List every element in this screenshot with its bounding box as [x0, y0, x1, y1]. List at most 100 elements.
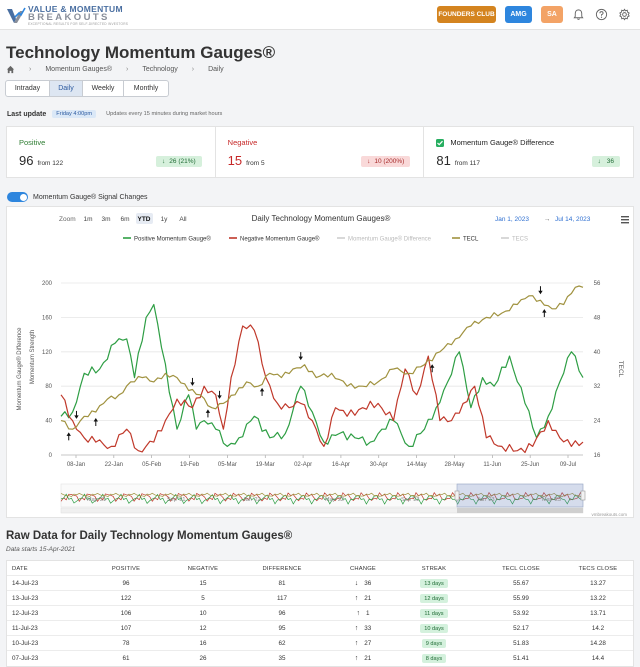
difference-from: from 117	[454, 160, 480, 167]
tab-monthly[interactable]: Monthly	[133, 85, 159, 92]
site-logo[interactable]: VALUE & MOMENTUM BREAKOUTS EXCEPTIONAL R…	[6, 4, 138, 26]
streak-badge: 10 days	[420, 624, 448, 633]
signal-changes-toggle[interactable]	[7, 192, 28, 202]
navigator-handle-right[interactable]	[580, 490, 586, 501]
zoom-1m-button[interactable]: 1m	[83, 216, 92, 223]
cell-tecl-close: 55.67	[513, 580, 529, 587]
arrow-up-icon: ↑	[354, 595, 359, 602]
series-line-negative[interactable]	[60, 324, 584, 454]
col-tecs-close[interactable]: TECS CLOSE	[578, 565, 618, 572]
left-axis-tick: 200	[42, 281, 53, 287]
navigator-label: Jan '22	[243, 497, 261, 503]
breadcrumb: › Momentum Gauges® › Technology › Daily	[6, 64, 224, 74]
zoom-6m-button[interactable]: 6m	[120, 216, 129, 223]
logo-line2: BREAKOUTS	[28, 12, 110, 23]
last-update-row: Last update Friday 4:00pm Updates every …	[7, 109, 222, 119]
col-change[interactable]: CHANGE	[349, 565, 376, 572]
signal-down-arrow-head	[74, 415, 79, 419]
user-avatar[interactable]: SA	[541, 6, 563, 23]
legend-item[interactable]: Negative Momentum Gauge®	[240, 236, 320, 243]
cell-change: ↑ 27	[343, 636, 383, 651]
cell-streak: 11 days	[412, 606, 456, 621]
bell-icon[interactable]	[572, 8, 585, 21]
negative-change-value: 10 (200%)	[374, 158, 405, 165]
navigator-handle-left[interactable]	[454, 490, 460, 501]
series-line-tecl[interactable]	[60, 285, 584, 430]
legend-item[interactable]: Momentum Gauge® Difference	[348, 236, 432, 243]
navigator-selection[interactable]	[456, 483, 584, 508]
positive-change-badge: ↓ 26 (21%)	[156, 156, 202, 167]
x-axis-tick: 02-Apr	[294, 462, 312, 468]
left-axis-label-inner: Momentum Strength	[30, 330, 36, 384]
cell-positive: 106	[120, 610, 132, 617]
col-date[interactable]: DATE	[12, 565, 28, 572]
check-icon	[437, 140, 444, 146]
home-icon[interactable]	[6, 65, 15, 74]
series-line-positive[interactable]	[60, 303, 584, 447]
menu-icon-bar[interactable]	[621, 216, 629, 218]
chart-title: Daily Technology Momentum Gauges®	[252, 214, 391, 223]
menu-icon-bar[interactable]	[621, 222, 629, 224]
cell-date: 07-Jul-23	[12, 655, 39, 662]
cell-difference: 62	[278, 640, 286, 647]
cell-change-value: 1	[365, 610, 370, 617]
cell-tecl-close: 52.17	[513, 625, 529, 632]
legend-item[interactable]: TECS	[512, 237, 528, 243]
legend-item[interactable]: Positive Momentum Gauge®	[134, 236, 211, 243]
right-axis-tick: 40	[594, 350, 601, 356]
tab-intraday[interactable]: Intraday	[6, 81, 50, 96]
cell-change-value: 36	[364, 580, 372, 587]
breadcrumb-technology[interactable]: Technology	[142, 65, 178, 73]
cell-positive: 61	[122, 655, 130, 662]
cell-negative: 15	[199, 580, 207, 587]
col-tecl-close[interactable]: TECL CLOSE	[502, 565, 540, 572]
amg-button[interactable]: AMG	[505, 6, 532, 23]
breadcrumb-momentum-gauges[interactable]: Momentum Gauges®	[45, 65, 112, 73]
cell-tecl-close: 51.83	[513, 640, 529, 647]
cell-change: ↑ 1	[343, 606, 383, 621]
difference-change-badge: ↓ 36	[591, 156, 621, 167]
zoom-1y-button[interactable]: 1y	[161, 216, 169, 223]
navigator-label: May '21	[87, 497, 106, 503]
navigator-label: Sep '22	[401, 497, 419, 503]
cell-streak: 9 days	[412, 636, 456, 651]
difference-checkbox[interactable]	[436, 138, 445, 147]
col-difference[interactable]: DIFFERENCE	[262, 565, 302, 572]
x-axis-tick: 05-Feb	[142, 462, 162, 468]
menu-icon-bar[interactable]	[621, 219, 629, 221]
cell-negative: 10	[199, 610, 207, 617]
tab-weekly[interactable]: Weekly	[83, 81, 124, 96]
navigator-label: May '23	[542, 497, 561, 503]
raw-data-title: Raw Data for Daily Technology Momentum G…	[6, 530, 293, 542]
last-update-label: Last update	[7, 110, 47, 118]
col-streak[interactable]: STREAK	[421, 565, 447, 572]
signal-up-arrow-head	[430, 364, 435, 368]
left-axis-label-outer: Momentum Gauge® Difference	[16, 327, 23, 411]
legend-item[interactable]: TECL	[463, 237, 479, 243]
founders-club-button[interactable]: FOUNDERS CLUB	[437, 6, 496, 23]
help-icon[interactable]	[595, 8, 608, 21]
right-axis-tick: 16	[594, 453, 601, 459]
date-to-input[interactable]: Jul 14, 2023	[555, 216, 591, 223]
settings-icon[interactable]	[618, 8, 631, 21]
zoom-ytd-button[interactable]: YTD	[138, 216, 151, 223]
page-title: Technology Momentum Gauges®	[6, 43, 276, 62]
zoom-all-button[interactable]: All	[179, 216, 187, 223]
cell-tecs-close: 13.22	[590, 595, 606, 602]
cell-streak: 12 days	[412, 591, 456, 606]
streak-badge: 8 days	[421, 654, 447, 663]
x-axis-tick: 05-Mar	[218, 462, 237, 468]
arrow-down-icon: ↓	[162, 158, 166, 165]
negative-value: 15	[227, 153, 243, 168]
summary-cards: Positive 96 from 122 ↓ 26 (21%) Negative…	[6, 126, 634, 178]
left-axis-tick: 160	[42, 315, 53, 321]
col-negative[interactable]: NEGATIVE	[187, 565, 219, 572]
table-row: 10-Jul-23 78 16 62 ↑ 27 9 days 51.83 14.28	[7, 636, 633, 651]
zoom-3m-button[interactable]: 3m	[101, 216, 110, 223]
col-positive[interactable]: POSITIVE	[111, 565, 141, 572]
navigator-scrollbar-thumb[interactable]	[457, 508, 583, 513]
date-from-input[interactable]: Jan 1, 2023	[495, 216, 529, 223]
tab-daily[interactable]: Daily	[50, 81, 83, 96]
cell-positive: 122	[120, 595, 132, 602]
signal-up-arrow-head	[93, 418, 98, 422]
